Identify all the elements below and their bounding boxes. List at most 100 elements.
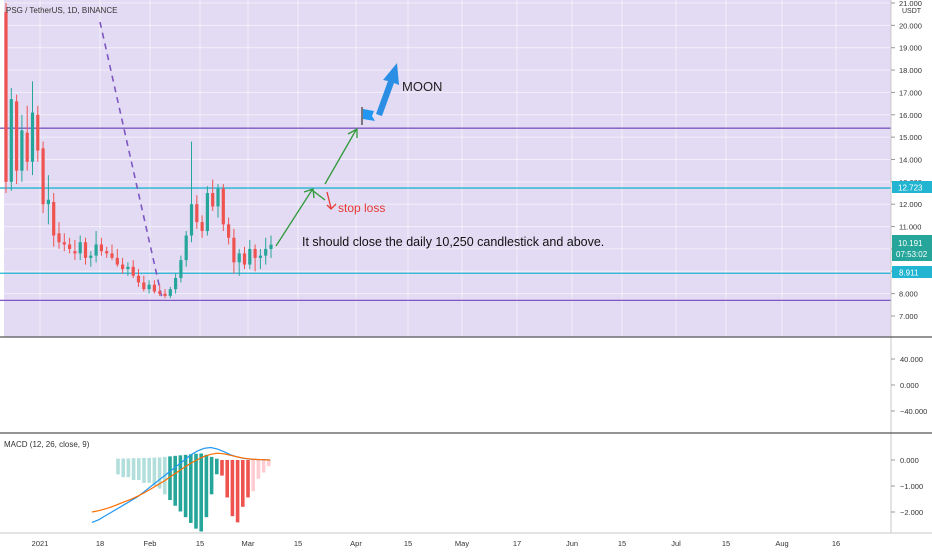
price-tick-label: 11.000 (899, 223, 921, 232)
stop-loss-arrow[interactable] (326, 191, 337, 210)
price-tick-label: 19.000 (899, 44, 922, 53)
time-tick-label: 15 (618, 539, 626, 548)
dashed-trendline[interactable] (99, 21, 163, 299)
stop-loss-shaft (326, 191, 332, 209)
macd-hist-bar (220, 460, 224, 476)
candle-body (205, 193, 209, 232)
candle-body (264, 248, 268, 256)
candle-body (115, 257, 119, 265)
macd-hist-bar (235, 460, 240, 523)
macd-hist-bar (209, 456, 214, 495)
price-tag-last-box (892, 235, 932, 261)
moon-arrow-shape (376, 63, 399, 116)
horizontal-levels[interactable] (0, 127, 891, 302)
candle-body (158, 291, 162, 294)
candle-body (152, 284, 156, 292)
price-tag-lower: 8.911 (892, 266, 932, 278)
candle-body (189, 204, 194, 236)
candle-body (168, 289, 172, 296)
macd-hist-bar (137, 458, 141, 481)
stop-loss-head (326, 203, 337, 210)
candle-body (221, 188, 225, 225)
symbol-title: PSG / TetherUS, 1D, BINANCE (6, 6, 117, 15)
candle-body (237, 253, 241, 263)
macd-signal-line (91, 452, 271, 513)
candle-body (269, 244, 273, 249)
projection-head-1 (303, 188, 315, 199)
macd-hist-bar (178, 455, 183, 512)
candle-body (41, 148, 45, 205)
candle-body (36, 114, 40, 151)
macd-hist-bar (251, 460, 255, 492)
time-tick-label: 18 (96, 539, 104, 548)
price-tick-label: 21.000 (899, 0, 922, 8)
candle-body (52, 201, 56, 236)
projection-arrows[interactable] (275, 127, 358, 247)
candle-body (25, 132, 29, 162)
time-tick-label: 15 (404, 539, 412, 548)
macd-hist-bar (189, 454, 193, 523)
price-tick-label: 17.000 (899, 88, 922, 97)
candle-body (147, 284, 151, 290)
candle-body (89, 255, 93, 258)
time-tick-label: May (455, 539, 469, 548)
strategy-note: It should close the daily 10,250 candles… (302, 235, 604, 249)
price-tick-label: 7.000 (899, 312, 918, 321)
candle-body (46, 199, 50, 205)
moon-label: MOON (402, 79, 442, 94)
macd-hist-bar (147, 457, 151, 483)
macd-hist-bar (121, 458, 125, 478)
candle-body (94, 244, 98, 256)
candle-body (174, 277, 178, 290)
macd-hist-bar (116, 458, 120, 475)
price-tag-lower-box (892, 266, 932, 278)
price-tag-last: 10.191 07:53:02 (892, 235, 932, 261)
macd-hist-bar (241, 460, 245, 507)
macd-hist-bar (168, 456, 172, 501)
macd-hist-bar (131, 458, 136, 481)
moon-flag[interactable] (361, 107, 375, 125)
macd-hist-bar (215, 458, 219, 475)
middle-pane-axis: 40.000 0.000 −40.000 (891, 355, 927, 416)
time-axis: 2021 18 Feb 15 Mar 15 Apr 15 May 17 Jun 15 Jul 15 Aug 1… (32, 539, 841, 548)
price-tag-last-value: 10.191 (898, 239, 923, 248)
candle-body (179, 260, 183, 278)
macd-hist-bar (183, 454, 188, 518)
candle-body (227, 224, 231, 238)
projection-leg-2 (311, 189, 326, 201)
candle-body (105, 251, 109, 254)
candle-body (242, 253, 247, 265)
time-tick-label: 15 (294, 539, 302, 548)
candle-body (73, 251, 77, 254)
macd-tick-label: −1.000 (900, 482, 923, 491)
candle-body (121, 264, 125, 270)
time-tick-label: Aug (775, 539, 788, 548)
time-tick-label: Mar (242, 539, 255, 548)
macd-hist-bar (194, 453, 198, 529)
price-tag-upper-box (892, 181, 932, 193)
macd-hist-bar (267, 460, 271, 467)
macd-hist-bar (225, 460, 229, 498)
candle-body (131, 266, 135, 276)
moon-arrow[interactable] (376, 63, 399, 116)
flag-cloth (363, 109, 375, 121)
macd-histogram (116, 453, 271, 532)
macd-hist-bar (142, 457, 146, 483)
price-tick-label: 12.000 (899, 200, 922, 209)
price-tick-label: 8.000 (899, 290, 918, 299)
projection-leg-1 (275, 189, 313, 247)
macd-hist-bar (152, 457, 157, 486)
candle-body (232, 237, 236, 263)
macd-hist-bar (126, 458, 131, 478)
macd-hist-bar (261, 460, 266, 473)
time-tick-label: 2021 (32, 539, 49, 548)
candle-body (20, 130, 24, 171)
stop-loss-label: stop loss (338, 201, 385, 215)
price-tick-label: 15.000 (899, 133, 922, 142)
time-tick-label: Jul (671, 539, 681, 548)
projection-head-3 (347, 127, 358, 138)
price-tag-upper-text: 12.723 (898, 184, 923, 193)
price-tick-label: 16.000 (899, 111, 922, 120)
